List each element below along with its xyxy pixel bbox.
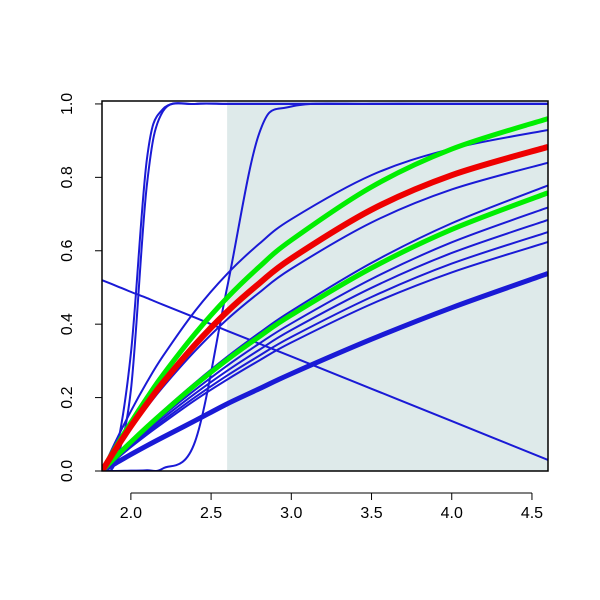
x-tick-label: 2.5 <box>200 505 222 522</box>
series-line <box>102 144 548 471</box>
y-tick-label: 0.2 <box>59 386 76 408</box>
series-line <box>102 240 548 471</box>
series-line <box>102 190 548 471</box>
y-tick-label: 1.0 <box>59 93 76 115</box>
y-tick-label: 0.8 <box>59 166 76 188</box>
y-tick-label: 0.0 <box>59 460 76 482</box>
x-tick-label: 4.0 <box>441 505 463 522</box>
x-tick-label: 3.5 <box>360 505 382 522</box>
series-line <box>102 279 548 461</box>
series-line <box>102 271 548 471</box>
series-line <box>102 129 548 471</box>
x-tick-label: 2.0 <box>120 505 142 522</box>
plot-area <box>102 101 548 471</box>
y-tick-label: 0.4 <box>59 313 76 335</box>
shaded-region <box>227 101 548 471</box>
x-tick-label: 4.5 <box>521 505 543 522</box>
x-tick-label: 3.0 <box>280 505 302 522</box>
y-tick-label: 0.6 <box>59 240 76 262</box>
